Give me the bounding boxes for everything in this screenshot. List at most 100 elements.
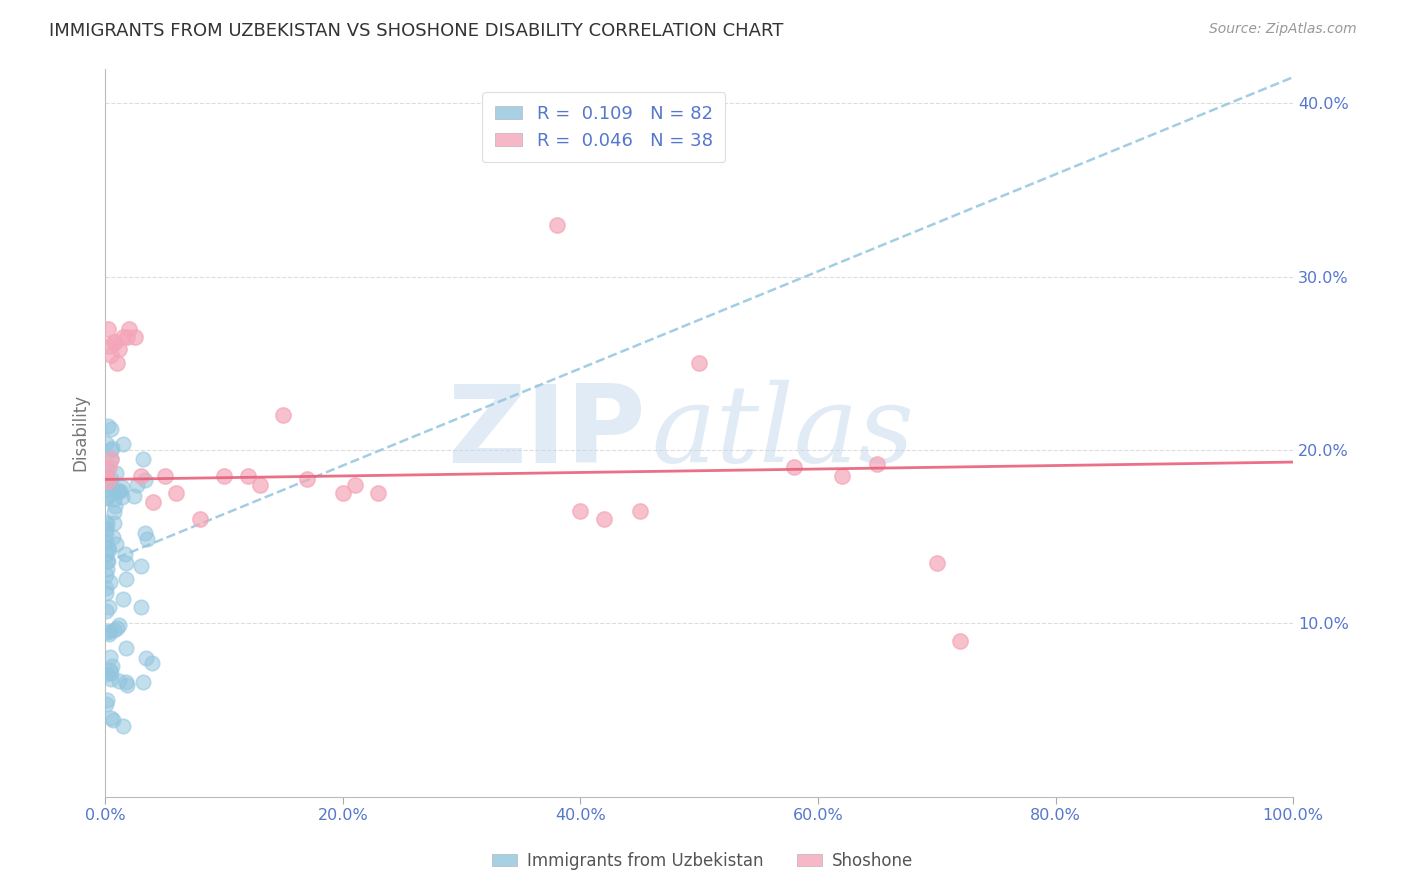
Point bbox=[111, 592, 134, 607]
Point bbox=[108, 343, 131, 357]
Point bbox=[783, 460, 806, 475]
Point bbox=[96, 516, 118, 531]
Point bbox=[212, 469, 235, 483]
Point bbox=[112, 719, 135, 733]
Point bbox=[108, 674, 131, 689]
Point bbox=[98, 650, 121, 665]
Point bbox=[96, 526, 118, 541]
Point bbox=[949, 633, 972, 648]
Text: ZIP: ZIP bbox=[447, 380, 645, 485]
Point bbox=[96, 582, 118, 596]
Point bbox=[96, 667, 118, 681]
Point bbox=[96, 604, 118, 618]
Point bbox=[142, 495, 165, 509]
Point bbox=[111, 480, 134, 494]
Point bbox=[101, 714, 124, 728]
Point bbox=[98, 624, 121, 639]
Point bbox=[249, 477, 271, 491]
Point bbox=[103, 516, 125, 531]
Point bbox=[96, 491, 118, 506]
Text: IMMIGRANTS FROM UZBEKISTAN VS SHOSHONE DISABILITY CORRELATION CHART: IMMIGRANTS FROM UZBEKISTAN VS SHOSHONE D… bbox=[49, 22, 783, 40]
Point bbox=[104, 335, 127, 350]
Point bbox=[96, 562, 118, 576]
Point bbox=[96, 625, 118, 640]
Point bbox=[96, 436, 118, 450]
Point bbox=[104, 537, 127, 551]
Point bbox=[117, 678, 139, 692]
Point bbox=[343, 477, 366, 491]
Point bbox=[100, 665, 122, 680]
Point bbox=[925, 556, 948, 570]
Point bbox=[96, 490, 118, 504]
Point bbox=[107, 618, 129, 632]
Point bbox=[101, 530, 124, 544]
Point bbox=[100, 472, 122, 486]
Point bbox=[96, 568, 118, 582]
Point bbox=[100, 348, 122, 362]
Point bbox=[628, 503, 651, 517]
Point bbox=[97, 541, 120, 555]
Point bbox=[100, 443, 122, 458]
Point bbox=[100, 422, 122, 436]
Point bbox=[96, 468, 118, 483]
Point bbox=[188, 512, 211, 526]
Text: atlas: atlas bbox=[651, 380, 915, 485]
Point bbox=[98, 663, 121, 677]
Point bbox=[134, 473, 156, 487]
Point bbox=[96, 469, 118, 483]
Point bbox=[96, 522, 118, 536]
Point bbox=[103, 623, 125, 637]
Point bbox=[105, 621, 128, 635]
Point bbox=[129, 559, 152, 574]
Point bbox=[100, 441, 122, 455]
Point bbox=[866, 457, 889, 471]
Point bbox=[569, 503, 592, 517]
Point bbox=[332, 486, 354, 500]
Point bbox=[111, 490, 134, 504]
Y-axis label: Disability: Disability bbox=[72, 394, 89, 471]
Point bbox=[115, 572, 138, 586]
Point bbox=[125, 477, 148, 491]
Point bbox=[115, 556, 138, 570]
Text: Source: ZipAtlas.com: Source: ZipAtlas.com bbox=[1209, 22, 1357, 37]
Point bbox=[97, 475, 120, 490]
Point bbox=[97, 599, 120, 614]
Point bbox=[96, 515, 118, 529]
Point bbox=[100, 710, 122, 724]
Point bbox=[98, 543, 121, 558]
Point bbox=[100, 673, 122, 687]
Point bbox=[135, 651, 157, 665]
Point bbox=[273, 409, 295, 423]
Point bbox=[115, 640, 138, 655]
Point bbox=[688, 356, 710, 370]
Point bbox=[110, 484, 132, 499]
Point bbox=[831, 469, 853, 483]
Point bbox=[100, 452, 122, 467]
Point bbox=[105, 356, 128, 370]
Point bbox=[114, 547, 136, 561]
Point bbox=[546, 218, 568, 232]
Point bbox=[134, 525, 156, 540]
Point bbox=[166, 486, 188, 500]
Point bbox=[153, 469, 176, 483]
Point bbox=[100, 451, 122, 466]
Point bbox=[132, 675, 155, 690]
Point bbox=[105, 483, 128, 498]
Point bbox=[112, 330, 135, 344]
Point bbox=[96, 461, 118, 475]
Point bbox=[98, 575, 121, 590]
Point bbox=[124, 330, 146, 344]
Point bbox=[96, 554, 118, 568]
Point bbox=[96, 483, 118, 497]
Point bbox=[96, 698, 118, 712]
Point bbox=[131, 599, 153, 614]
Point bbox=[104, 500, 127, 514]
Point bbox=[97, 460, 120, 475]
Point bbox=[103, 505, 125, 519]
Point bbox=[122, 490, 145, 504]
Legend: Immigrants from Uzbekistan, Shoshone: Immigrants from Uzbekistan, Shoshone bbox=[486, 846, 920, 877]
Point bbox=[115, 330, 138, 344]
Point bbox=[236, 469, 259, 483]
Point bbox=[103, 335, 125, 350]
Point bbox=[111, 437, 134, 451]
